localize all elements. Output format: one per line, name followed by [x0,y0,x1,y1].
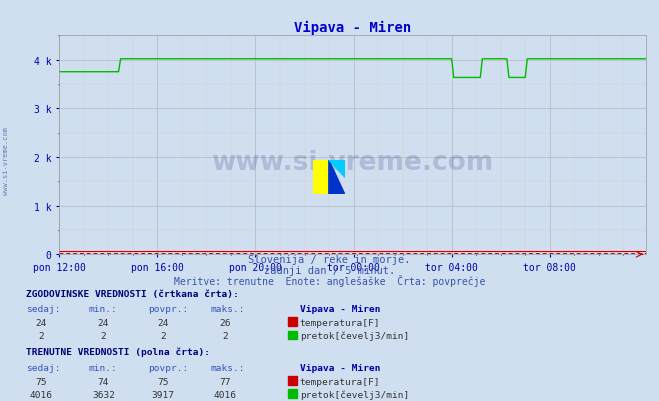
Text: Meritve: trenutne  Enote: anglešaške  Črta: povprečje: Meritve: trenutne Enote: anglešaške Črta… [174,274,485,286]
Text: pretok[čevelj3/min]: pretok[čevelj3/min] [300,389,409,399]
Text: Slovenija / reke in morje.: Slovenija / reke in morje. [248,255,411,265]
Text: sedaj:: sedaj: [26,304,61,313]
Bar [313,160,329,194]
Text: 2: 2 [38,332,43,340]
Text: 24: 24 [35,318,47,327]
Text: maks.:: maks.: [211,304,245,313]
Text: 2: 2 [223,332,228,340]
Text: 24: 24 [98,318,109,327]
Text: ZGODOVINSKE VREDNOSTI (črtkana črta):: ZGODOVINSKE VREDNOSTI (črtkana črta): [26,289,239,298]
Text: 4016: 4016 [214,390,237,399]
Text: povpr.:: povpr.: [148,304,188,313]
Text: min.:: min.: [89,304,118,313]
Text: 26: 26 [219,318,231,327]
Text: temperatura[F]: temperatura[F] [300,377,380,386]
Text: 24: 24 [157,318,169,327]
Text: povpr.:: povpr.: [148,363,188,372]
Text: Vipava - Miren: Vipava - Miren [300,304,380,313]
Text: 77: 77 [219,377,231,386]
Text: pretok[čevelj3/min]: pretok[čevelj3/min] [300,331,409,340]
Text: maks.:: maks.: [211,363,245,372]
Text: 74: 74 [98,377,109,386]
Text: 75: 75 [157,377,169,386]
Polygon shape [329,160,345,177]
Title: Vipava - Miren: Vipava - Miren [294,21,411,35]
Text: www.si-vreme.com: www.si-vreme.com [3,126,9,194]
Text: 2: 2 [160,332,165,340]
Polygon shape [329,160,345,177]
Text: 2: 2 [101,332,106,340]
Text: sedaj:: sedaj: [26,363,61,372]
Text: 75: 75 [35,377,47,386]
Text: temperatura[F]: temperatura[F] [300,318,380,327]
Text: www.si-vreme.com: www.si-vreme.com [212,150,494,176]
Text: zadnji dan / 5 minut.: zadnji dan / 5 minut. [264,265,395,275]
Text: TRENUTNE VREDNOSTI (polna črta):: TRENUTNE VREDNOSTI (polna črta): [26,347,210,356]
Text: 4016: 4016 [30,390,52,399]
Text: Vipava - Miren: Vipava - Miren [300,363,380,372]
Text: 3632: 3632 [92,390,115,399]
Polygon shape [329,160,345,194]
Text: 3917: 3917 [152,390,174,399]
Text: min.:: min.: [89,363,118,372]
